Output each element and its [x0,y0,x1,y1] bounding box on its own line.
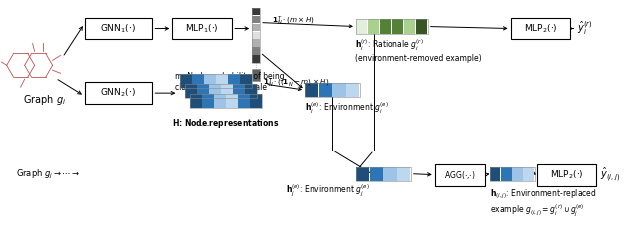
Bar [524,167,534,181]
Bar [214,94,226,108]
Text: AGG($\cdot$,$\cdot$): AGG($\cdot$,$\cdot$) [444,169,476,181]
FancyBboxPatch shape [511,18,570,40]
Bar [190,94,262,108]
Bar [221,84,233,98]
Bar [346,83,360,97]
Text: GNN$_1$($\cdot$): GNN$_1$($\cdot$) [100,22,136,35]
Text: $\mathbf{h}_i^{(r)}$: Rationale $g_i^{(r)}$
(environment-removed example): $\mathbf{h}_i^{(r)}$: Rationale $g_i^{(r… [355,37,481,63]
FancyBboxPatch shape [172,18,232,40]
Text: $\mathbf{1}_N^T \cdot ((\mathbf{1}_N - m) \times H)$: $\mathbf{1}_N^T \cdot ((\mathbf{1}_N - m… [263,76,330,90]
Text: $\mathbf{1}_N^T \cdot (m \times H)$: $\mathbf{1}_N^T \cdot (m \times H)$ [272,15,315,28]
Bar [180,74,252,88]
Bar [356,167,369,181]
Bar [356,167,411,181]
Bar [180,74,192,88]
Bar [305,83,318,97]
Bar [209,84,221,98]
Bar [216,74,228,88]
Text: $\hat{y}_i^{(r)}$: $\hat{y}_i^{(r)}$ [577,20,593,37]
Bar [380,18,391,34]
Bar [204,74,216,88]
Bar [186,84,257,98]
Bar [356,18,367,34]
Bar [319,83,332,97]
Bar [501,167,511,181]
Bar [226,94,237,108]
Bar [197,84,209,98]
Bar [416,18,428,34]
Text: MLP$_2$($\cdot$): MLP$_2$($\cdot$) [550,168,583,181]
FancyBboxPatch shape [536,164,596,185]
Text: $\mathbf{H}$: Node representations: $\mathbf{H}$: Node representations [172,117,280,130]
Bar [252,8,260,63]
Bar [228,74,239,88]
Bar [252,55,260,63]
Bar [490,167,534,181]
Bar [252,16,260,23]
Bar [370,167,383,181]
Bar [252,24,260,31]
Text: Graph $g_j \rightarrow \cdots \rightarrow$: Graph $g_j \rightarrow \cdots \rightarro… [15,168,80,181]
FancyBboxPatch shape [84,18,152,40]
Bar [252,47,260,55]
FancyBboxPatch shape [435,164,484,185]
Bar [238,94,250,108]
Bar [512,167,523,181]
Bar [356,18,428,34]
Bar [252,40,260,47]
Bar [332,83,346,97]
Bar [252,31,260,39]
Bar [192,74,204,88]
Bar [383,167,397,181]
Bar [250,94,262,108]
Text: $\mathbf{h}_j^{(e)}$: Environment $g_j^{(e)}$: $\mathbf{h}_j^{(e)}$: Environment $g_j^{… [286,182,370,199]
Bar [252,69,260,81]
Bar [397,167,410,181]
Bar [240,74,252,88]
Bar [490,167,500,181]
Bar [305,83,360,97]
Bar [190,94,202,108]
Bar [252,8,260,15]
Text: GNN$_2$($\cdot$): GNN$_2$($\cdot$) [100,87,136,99]
Text: $\mathbf{h}_i^{(e)}$: Environment $g_i^{(e)}$: $\mathbf{h}_i^{(e)}$: Environment $g_i^{… [305,100,388,116]
Bar [186,84,196,98]
Bar [404,18,415,34]
Text: m: Node probability of being
classified into Rationale: m: Node probability of being classified … [175,72,285,92]
FancyBboxPatch shape [84,82,152,104]
Text: ...: ... [200,118,211,128]
Bar [202,94,214,108]
Bar [368,18,380,34]
Text: Graph $g_i$: Graph $g_i$ [22,93,66,107]
Text: $\mathbf{h}_{(i,j)}$: Environment-replaced
example $g_{(i,j)} = g_i^{(r)} \cup g: $\mathbf{h}_{(i,j)}$: Environment-replac… [490,188,596,219]
Bar [392,18,403,34]
Text: MLP$_2$($\cdot$): MLP$_2$($\cdot$) [524,22,557,35]
Bar [245,84,257,98]
Text: $\hat{y}_{(i,j)}$: $\hat{y}_{(i,j)}$ [600,166,621,183]
Bar [233,84,244,98]
Text: MLP$_1$($\cdot$): MLP$_1$($\cdot$) [186,22,219,35]
